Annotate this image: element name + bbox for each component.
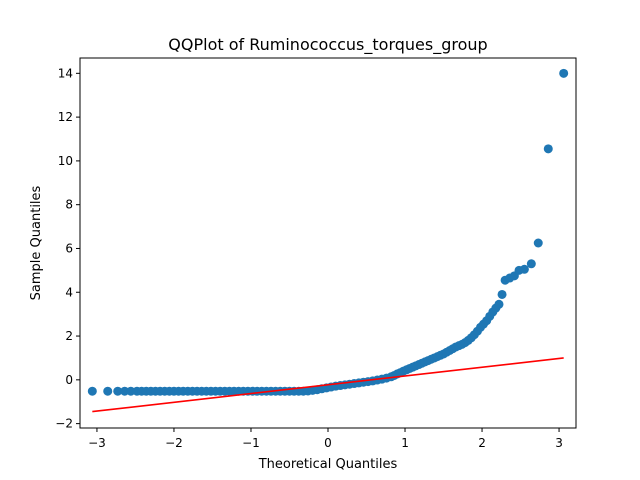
- data-point: [103, 386, 113, 396]
- y-tick-label: −2: [55, 417, 73, 431]
- y-tick-label: 6: [65, 241, 73, 255]
- x-tick-label: 1: [401, 436, 409, 450]
- plot-area: [87, 68, 569, 413]
- x-axis: −3 −2 −1 0 1 2 3: [88, 428, 563, 450]
- y-tick-label: 2: [65, 329, 73, 343]
- data-point: [543, 144, 553, 154]
- data-point: [120, 386, 130, 396]
- x-axis-label: Theoretical Quantiles: [258, 457, 398, 472]
- y-axis: −2 0 2 4 6 8 10 12 14: [55, 66, 80, 431]
- y-tick-label: 4: [65, 285, 73, 299]
- y-axis-label: Sample Quantiles: [29, 185, 44, 300]
- x-tick-label: 3: [555, 436, 563, 450]
- data-point: [113, 386, 123, 396]
- data-point: [494, 299, 504, 309]
- y-tick-label: 0: [65, 373, 73, 387]
- x-tick-label: −2: [165, 436, 183, 450]
- data-point: [533, 238, 543, 248]
- chart-title: QQPlot of Ruminococcus_torques_group: [168, 35, 487, 55]
- y-tick-label: 10: [58, 154, 73, 168]
- y-tick-label: 8: [65, 198, 73, 212]
- x-tick-label: 2: [478, 436, 486, 450]
- data-point: [497, 289, 507, 299]
- x-tick-label: −3: [88, 436, 106, 450]
- data-point: [559, 68, 569, 78]
- y-tick-label: 12: [58, 110, 73, 124]
- x-tick-label: 0: [324, 436, 332, 450]
- reference-line: [92, 357, 564, 413]
- data-point: [526, 259, 536, 269]
- data-point: [87, 386, 97, 396]
- y-tick-label: 14: [58, 66, 73, 80]
- data-point: [519, 264, 529, 274]
- data-point: [126, 386, 136, 396]
- x-tick-label: −1: [242, 436, 260, 450]
